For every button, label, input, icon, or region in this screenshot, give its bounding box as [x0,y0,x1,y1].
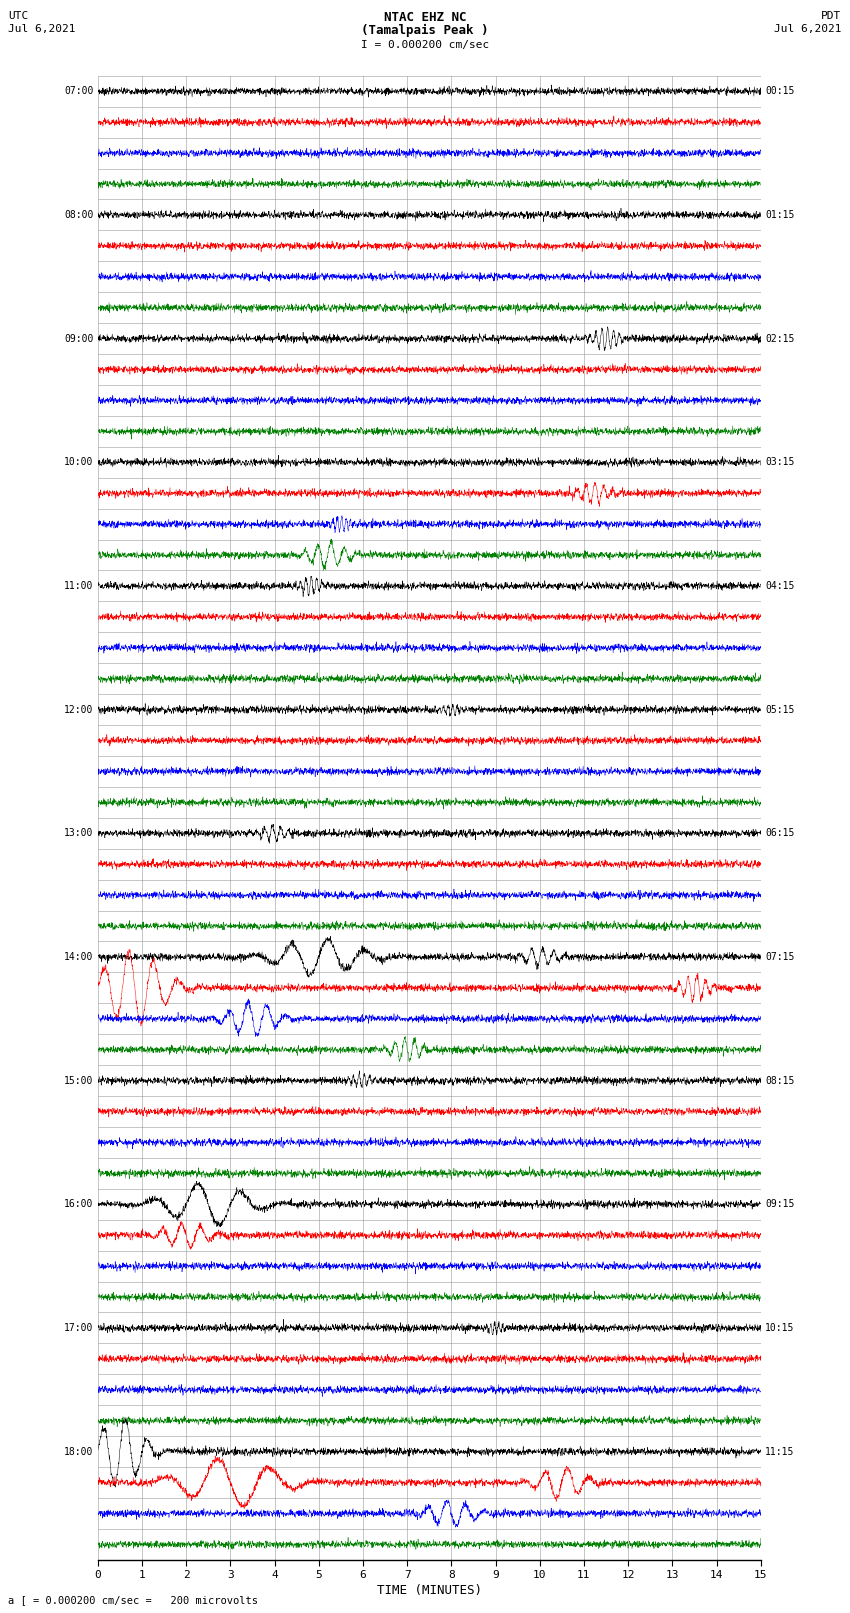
Text: 08:15: 08:15 [765,1076,795,1086]
Text: NTAC EHZ NC: NTAC EHZ NC [383,11,467,24]
Text: 06:15: 06:15 [765,827,795,839]
Text: 11:00: 11:00 [64,581,94,590]
X-axis label: TIME (MINUTES): TIME (MINUTES) [377,1584,482,1597]
Text: 08:00: 08:00 [64,210,94,219]
Text: 07:00: 07:00 [64,85,94,97]
Text: 16:00: 16:00 [64,1198,94,1210]
Text: 09:15: 09:15 [765,1198,795,1210]
Text: 04:15: 04:15 [765,581,795,590]
Text: 03:15: 03:15 [765,456,795,468]
Text: 05:15: 05:15 [765,705,795,715]
Text: I = 0.000200 cm/sec: I = 0.000200 cm/sec [361,40,489,50]
Text: 18:00: 18:00 [64,1447,94,1457]
Text: 01:15: 01:15 [765,210,795,219]
Text: a [ = 0.000200 cm/sec =   200 microvolts: a [ = 0.000200 cm/sec = 200 microvolts [8,1595,258,1605]
Text: PDT: PDT [821,11,842,21]
Text: 10:00: 10:00 [64,456,94,468]
Text: Jul 6,2021: Jul 6,2021 [8,24,76,34]
Text: 11:15: 11:15 [765,1447,795,1457]
Text: 17:00: 17:00 [64,1323,94,1332]
Text: Jul 6,2021: Jul 6,2021 [774,24,842,34]
Text: 00:15: 00:15 [765,85,795,97]
Text: 13:00: 13:00 [64,827,94,839]
Text: 07:15: 07:15 [765,952,795,961]
Text: 12:00: 12:00 [64,705,94,715]
Text: 15:00: 15:00 [64,1076,94,1086]
Text: 09:00: 09:00 [64,334,94,344]
Text: 10:15: 10:15 [765,1323,795,1332]
Text: 14:00: 14:00 [64,952,94,961]
Text: 02:15: 02:15 [765,334,795,344]
Text: UTC: UTC [8,11,29,21]
Text: (Tamalpais Peak ): (Tamalpais Peak ) [361,24,489,37]
